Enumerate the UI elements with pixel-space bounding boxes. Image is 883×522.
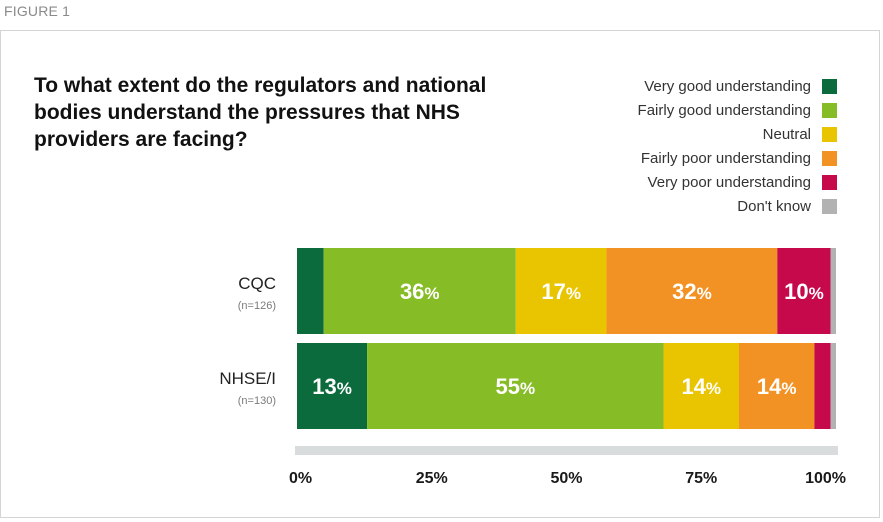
data-label: 32%: [672, 279, 712, 304]
legend-item: Fairly good understanding: [638, 98, 837, 122]
category-n-label: (n=130): [238, 395, 276, 407]
legend-label: Don't know: [737, 197, 811, 215]
x-tick-label: 75%: [685, 470, 717, 487]
data-label: 55%: [495, 374, 535, 399]
figure-label: FIGURE 1: [4, 3, 71, 19]
legend-item: Fairly poor understanding: [638, 146, 837, 170]
bar-segment: [297, 343, 368, 429]
x-tick-label: 50%: [550, 470, 582, 487]
legend-label: Fairly good understanding: [637, 101, 811, 119]
data-label: 13%: [312, 374, 352, 399]
bar-segment: [830, 343, 836, 429]
bar-segment: [830, 248, 836, 334]
legend-label: Neutral: [762, 125, 811, 143]
x-tick-label: 100%: [805, 470, 846, 487]
bar-segment: [515, 248, 607, 334]
legend-label: Fairly poor understanding: [640, 149, 811, 167]
data-label: 10%: [784, 279, 824, 304]
data-label: 14%: [681, 374, 721, 399]
bar-segment: [323, 248, 516, 334]
chart-frame: [0, 30, 880, 518]
chart-title: To what extent do the regulators and nat…: [34, 74, 487, 151]
legend-item: Don't know: [638, 194, 837, 218]
bar-segment: [297, 248, 324, 334]
x-axis-band: [295, 446, 838, 455]
data-label: 14%: [757, 374, 797, 399]
legend-swatch: [822, 174, 837, 190]
x-tick-label: 25%: [416, 470, 448, 487]
bar-segment: [814, 343, 831, 429]
legend-label: Very good understanding: [644, 77, 811, 95]
legend-item: Very poor understanding: [638, 170, 837, 194]
bar-segment: [606, 248, 778, 334]
legend-swatch: [822, 78, 837, 94]
data-label: 17%: [541, 279, 581, 304]
category-n-label: (n=126): [238, 300, 276, 312]
category-label: NHSE/I: [219, 369, 276, 388]
legend-swatch: [822, 102, 837, 118]
legend-swatch: [822, 126, 837, 142]
legend-swatch: [822, 150, 837, 166]
bar-segment: [777, 248, 831, 334]
bar-segment: [367, 343, 664, 429]
category-label: CQC: [238, 274, 276, 293]
legend-swatch: [822, 198, 837, 214]
chart-legend: Very good understanding Fairly good under…: [638, 74, 837, 218]
x-tick-label: 0%: [289, 470, 312, 487]
legend-item: Neutral: [638, 122, 837, 146]
bar-segment: [738, 343, 815, 429]
bar-segment: [663, 343, 739, 429]
legend-label: Very poor understanding: [647, 173, 811, 191]
legend-item: Very good understanding: [638, 74, 837, 98]
data-label: 36%: [400, 279, 440, 304]
